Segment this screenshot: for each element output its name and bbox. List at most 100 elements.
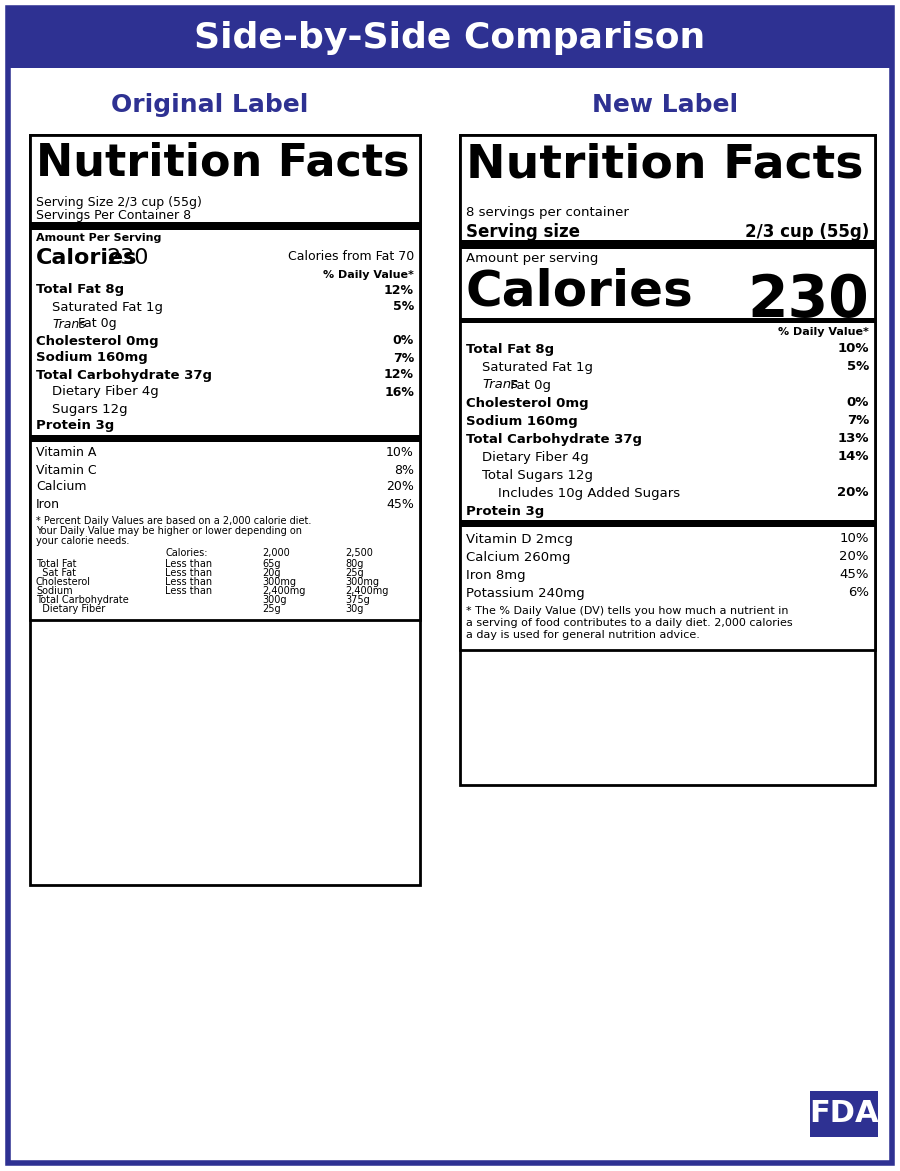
Text: 10%: 10%	[838, 342, 869, 356]
Text: 300g: 300g	[262, 595, 286, 605]
Text: 12%: 12%	[384, 369, 414, 382]
Text: Calories: Calories	[36, 248, 138, 268]
Text: 8%: 8%	[394, 464, 414, 477]
Text: Total Carbohydrate 37g: Total Carbohydrate 37g	[36, 369, 212, 382]
Text: Fat 0g: Fat 0g	[506, 378, 551, 391]
Text: Nutrition Facts: Nutrition Facts	[36, 142, 410, 185]
Text: % Daily Value*: % Daily Value*	[323, 271, 414, 280]
Text: Original Label: Original Label	[112, 93, 309, 117]
Text: Trans: Trans	[482, 378, 518, 391]
Text: Nutrition Facts: Nutrition Facts	[466, 142, 863, 187]
Text: 25g: 25g	[262, 604, 281, 614]
Text: a serving of food contributes to a daily diet. 2,000 calories: a serving of food contributes to a daily…	[466, 618, 793, 628]
Text: Vitamin D 2mcg: Vitamin D 2mcg	[466, 533, 573, 546]
Text: Dietary Fiber 4g: Dietary Fiber 4g	[52, 385, 158, 398]
Text: Less than: Less than	[165, 586, 212, 596]
Text: Sodium: Sodium	[36, 586, 73, 596]
Text: 80g: 80g	[345, 559, 364, 569]
Bar	[460, 520, 875, 527]
Bar	[460, 135, 875, 785]
Text: 14%: 14%	[838, 451, 869, 464]
Text: * The % Daily Value (DV) tells you how much a nutrient in: * The % Daily Value (DV) tells you how m…	[466, 607, 788, 616]
Text: Sodium 160mg: Sodium 160mg	[466, 415, 578, 427]
Text: 10%: 10%	[840, 533, 869, 546]
Text: 6%: 6%	[848, 587, 869, 600]
Text: 25g: 25g	[345, 568, 364, 578]
Bar	[460, 135, 875, 650]
Text: Sodium 160mg: Sodium 160mg	[36, 351, 148, 364]
Text: Saturated Fat 1g: Saturated Fat 1g	[52, 301, 163, 314]
Text: 10%: 10%	[386, 446, 414, 459]
Text: Less than: Less than	[165, 559, 212, 569]
Text: * Percent Daily Values are based on a 2,000 calorie diet.: * Percent Daily Values are based on a 2,…	[36, 516, 311, 526]
Text: 230: 230	[747, 272, 869, 329]
Text: Amount Per Serving: Amount Per Serving	[36, 233, 161, 244]
Text: 0%: 0%	[847, 397, 869, 410]
Text: 300mg: 300mg	[345, 577, 379, 587]
Text: Servings Per Container 8: Servings Per Container 8	[36, 208, 191, 222]
Text: Iron 8mg: Iron 8mg	[466, 568, 526, 582]
Text: 30g: 30g	[345, 604, 364, 614]
Text: Protein 3g: Protein 3g	[466, 505, 544, 518]
Text: Calcium: Calcium	[36, 480, 86, 493]
Bar	[30, 135, 420, 885]
Text: Iron: Iron	[36, 498, 60, 511]
Text: Potassium 240mg: Potassium 240mg	[466, 587, 585, 600]
Text: Includes 10g Added Sugars: Includes 10g Added Sugars	[498, 486, 680, 500]
Bar	[30, 222, 420, 230]
Text: Sugars 12g: Sugars 12g	[52, 403, 128, 416]
Text: Calories:: Calories:	[165, 548, 208, 559]
Text: FDA: FDA	[809, 1100, 878, 1129]
Text: Serving size: Serving size	[466, 222, 580, 241]
Bar	[30, 135, 420, 619]
Text: 2,500: 2,500	[345, 548, 373, 559]
Text: 2,400mg: 2,400mg	[345, 586, 389, 596]
Text: Less than: Less than	[165, 568, 212, 578]
Text: Vitamin A: Vitamin A	[36, 446, 96, 459]
Text: Total Fat: Total Fat	[36, 559, 76, 569]
Text: Calcium 260mg: Calcium 260mg	[466, 550, 571, 563]
Text: Dietary Fiber: Dietary Fiber	[36, 604, 105, 614]
Text: 5%: 5%	[392, 301, 414, 314]
Text: 300mg: 300mg	[262, 577, 296, 587]
Text: Sat Fat: Sat Fat	[36, 568, 76, 578]
Text: Your Daily Value may be higher or lower depending on: Your Daily Value may be higher or lower …	[36, 526, 302, 536]
Text: Fat 0g: Fat 0g	[74, 317, 117, 330]
Text: 2/3 cup (55g): 2/3 cup (55g)	[745, 222, 869, 241]
Text: 230: 230	[106, 248, 148, 268]
Text: 16%: 16%	[384, 385, 414, 398]
Text: 0%: 0%	[392, 335, 414, 348]
Bar	[32, 137, 418, 618]
Text: Vitamin C: Vitamin C	[36, 464, 96, 477]
Bar	[810, 1091, 878, 1137]
Text: Trans: Trans	[52, 317, 86, 330]
Text: Dietary Fiber 4g: Dietary Fiber 4g	[482, 451, 589, 464]
Bar	[30, 434, 420, 441]
Text: Calories from Fat 70: Calories from Fat 70	[288, 249, 414, 262]
Bar	[460, 240, 875, 249]
Text: Cholesterol 0mg: Cholesterol 0mg	[466, 397, 589, 410]
Text: % Daily Value*: % Daily Value*	[778, 327, 869, 337]
Text: Total Carbohydrate 37g: Total Carbohydrate 37g	[466, 432, 642, 445]
Text: Serving Size 2/3 cup (55g): Serving Size 2/3 cup (55g)	[36, 196, 202, 208]
Text: Total Fat 8g: Total Fat 8g	[36, 283, 124, 296]
Text: 2,000: 2,000	[262, 548, 290, 559]
Text: your calorie needs.: your calorie needs.	[36, 536, 130, 546]
Text: Side-by-Side Comparison: Side-by-Side Comparison	[194, 21, 706, 55]
Text: 375g: 375g	[345, 595, 370, 605]
Text: 5%: 5%	[847, 361, 869, 374]
Text: Less than: Less than	[165, 577, 212, 587]
Text: 20%: 20%	[838, 486, 869, 500]
Bar	[8, 8, 892, 68]
Text: Total Sugars 12g: Total Sugars 12g	[482, 468, 593, 481]
Text: 2,400mg: 2,400mg	[262, 586, 305, 596]
Text: 13%: 13%	[838, 432, 869, 445]
Text: 20g: 20g	[262, 568, 281, 578]
Text: 12%: 12%	[384, 283, 414, 296]
Text: 45%: 45%	[386, 498, 414, 511]
Text: Saturated Fat 1g: Saturated Fat 1g	[482, 361, 593, 374]
Text: 20%: 20%	[840, 550, 869, 563]
Text: 20%: 20%	[386, 480, 414, 493]
Text: Protein 3g: Protein 3g	[36, 419, 114, 432]
Bar	[460, 319, 875, 323]
